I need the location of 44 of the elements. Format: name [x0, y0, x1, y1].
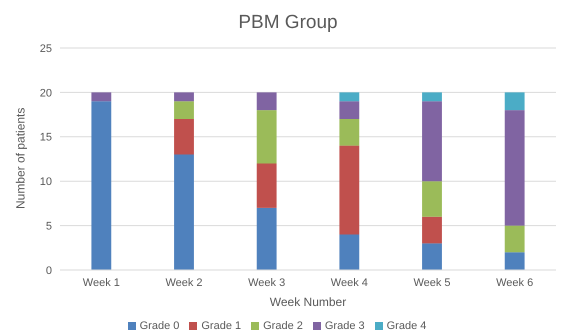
bar — [422, 243, 442, 270]
bar — [422, 101, 442, 182]
x-tick-label: Week 2 — [165, 276, 203, 289]
legend-label: Grade 4 — [386, 320, 426, 332]
y-tick-label: 0 — [46, 264, 52, 277]
bar — [339, 101, 360, 120]
bar — [91, 92, 112, 102]
bar — [256, 163, 277, 208]
y-tick-label: 10 — [40, 176, 52, 188]
legend-label: Grade 2 — [263, 320, 303, 332]
legend-label: Grade 1 — [201, 320, 242, 332]
bar — [339, 92, 360, 102]
x-tick-label: Week 5 — [413, 276, 451, 289]
bar — [174, 92, 194, 102]
bar — [422, 216, 442, 244]
bar — [504, 252, 525, 270]
bar — [504, 92, 525, 110]
bar — [174, 101, 194, 120]
bar — [256, 208, 277, 270]
x-axis-title: Week Number — [270, 295, 346, 309]
bar — [422, 92, 442, 102]
bar — [256, 92, 277, 110]
x-tick-label: Week 3 — [248, 276, 286, 289]
bar — [422, 181, 442, 217]
bar — [91, 101, 112, 270]
chart-title: PBM Group — [237, 12, 339, 34]
y-tick-label: 25 — [40, 42, 52, 55]
x-tick-label: Week 1 — [82, 276, 120, 289]
x-tick-label: Week 6 — [496, 276, 534, 289]
y-tick-label: 20 — [40, 87, 52, 100]
y-tick-label: 15 — [40, 132, 52, 144]
legend-label: Grade 0 — [140, 320, 180, 332]
bar — [339, 234, 360, 270]
y-axis-title: Number of patients — [13, 108, 28, 209]
bar — [504, 110, 525, 226]
bar — [256, 110, 277, 164]
x-tick-label: Week 4 — [330, 276, 368, 289]
bar — [504, 226, 525, 252]
bar — [174, 119, 194, 155]
bar — [174, 154, 194, 270]
bar — [339, 119, 360, 146]
y-tick-label: 5 — [46, 220, 52, 233]
legend-label: Grade 3 — [324, 320, 365, 332]
bar — [339, 146, 360, 234]
